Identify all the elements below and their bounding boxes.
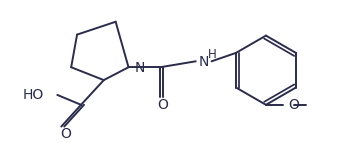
Text: N: N xyxy=(199,55,209,69)
Text: O: O xyxy=(158,98,169,112)
Text: HO: HO xyxy=(22,88,44,102)
Text: N: N xyxy=(135,61,145,75)
Text: H: H xyxy=(208,48,216,61)
Text: O: O xyxy=(289,98,300,112)
Text: O: O xyxy=(60,127,71,141)
